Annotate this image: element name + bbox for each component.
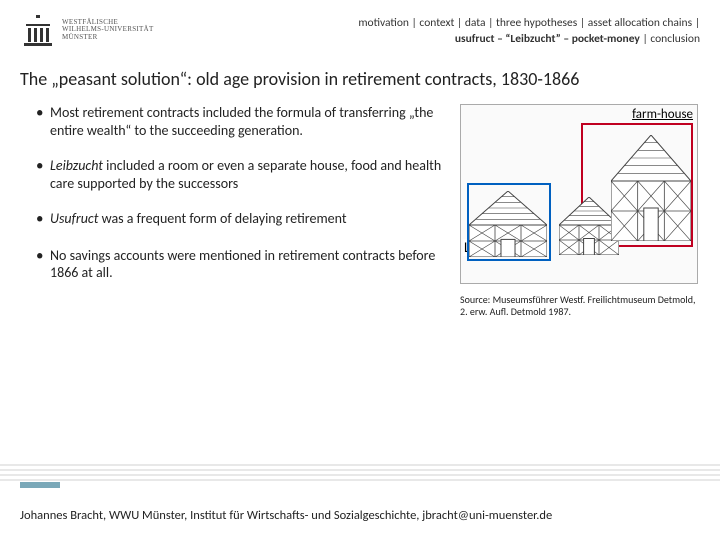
logo-text: WESTFÄLISCHE WILHELMS-UNIVERSITÄT MÜNSTE… [62, 19, 154, 41]
bullet-text: No savings accounts were mentioned in re… [50, 247, 448, 282]
bullet-text: Most retirement contracts included the f… [50, 104, 448, 139]
logo-line3: MÜNSTER [62, 34, 154, 41]
bullet-list: Most retirement contracts included the f… [36, 104, 460, 318]
bullet-text: Usufruct was a frequent form of delaying… [50, 210, 347, 229]
breadcrumb-line2: usufruct – “Leibzucht” – pocket-money | … [190, 32, 700, 48]
bullet-dot [36, 157, 50, 192]
footer-text: Johannes Bracht, WWU Münster, Institut f… [0, 494, 720, 540]
bullet-item: No savings accounts were mentioned in re… [36, 247, 448, 282]
bullet-dot [36, 210, 50, 229]
breadcrumb: motivation | context | data | three hypo… [190, 10, 700, 47]
label-farm-house: farm-house [632, 107, 693, 122]
breadcrumb-current: usufruct – “Leibzucht” – pocket-money [455, 32, 640, 46]
bullet-item: Usufruct was a frequent form of delaying… [36, 210, 448, 229]
university-logo: WESTFÄLISCHE WILHELMS-UNIVERSITÄT MÜNSTE… [20, 10, 190, 50]
house-icon [559, 197, 619, 255]
figure: farm-house Leibzucht Source: Museumsführ… [460, 104, 700, 318]
bullet-dot [36, 104, 50, 139]
house-icon [611, 135, 691, 241]
logo-mark [20, 12, 56, 48]
bullet-item: Most retirement contracts included the f… [36, 104, 448, 139]
house-icon [469, 191, 547, 257]
bullet-text: Leibzucht included a room or even a sepa… [50, 157, 448, 192]
bullet-dot [36, 247, 50, 282]
breadcrumb-line1: motivation | context | data | three hypo… [190, 16, 700, 32]
breadcrumb-tail: | conclusion [640, 32, 700, 46]
figure-canvas: farm-house Leibzucht [460, 104, 698, 284]
figure-caption: Source: Museumsführer Westf. Freilichtmu… [460, 294, 700, 318]
footer-accent [20, 482, 60, 488]
bullet-item: Leibzucht included a room or even a sepa… [36, 157, 448, 192]
footer-stripes [0, 464, 720, 484]
slide-title: The „peasant solution“: old age provisio… [0, 54, 720, 96]
